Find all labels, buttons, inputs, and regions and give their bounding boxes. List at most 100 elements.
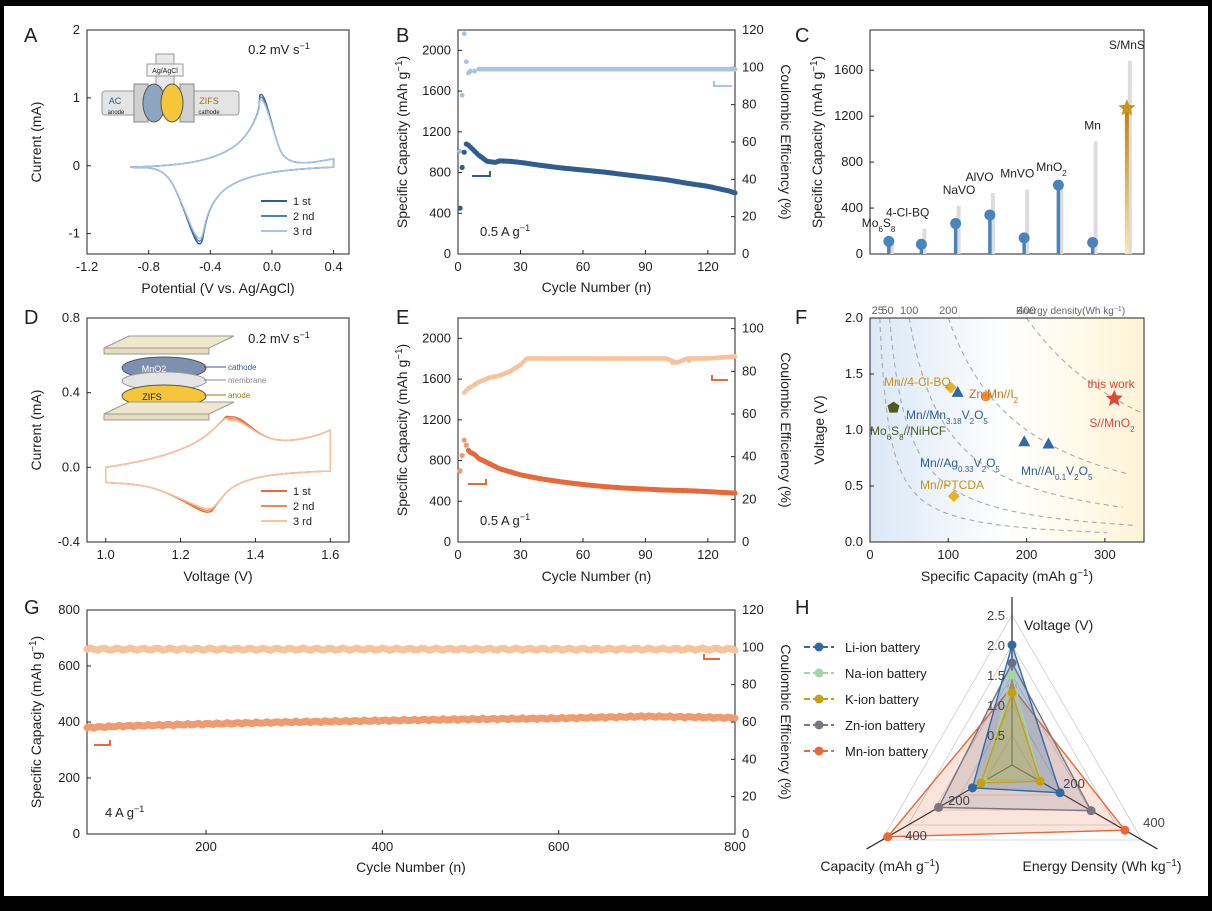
inset-label: cathode — [228, 363, 257, 372]
device-label: Mn//Al0.1V2O5 — [1021, 464, 1093, 482]
device-point — [1105, 389, 1123, 406]
radar-point — [1007, 640, 1017, 650]
y2-tick-label: 80 — [742, 97, 756, 112]
inset-label: anode — [108, 110, 125, 116]
y-tick-label: 2000 — [422, 42, 451, 57]
inset-label: AC — [109, 96, 122, 106]
y-tick-label: 1.5 — [845, 366, 863, 381]
y-tick-label: 600 — [58, 658, 80, 673]
y-tick-label: 800 — [429, 165, 451, 180]
energy-tick-label: 400 — [1017, 305, 1035, 317]
capacity-bar — [1124, 108, 1129, 254]
panel-letter: H — [795, 597, 809, 619]
radar-point — [1007, 688, 1017, 698]
y-tick-label: 400 — [58, 714, 80, 729]
ce-point — [457, 148, 463, 154]
y-tick-label: 400 — [841, 200, 863, 215]
x-tick-label: 1.2 — [172, 547, 190, 562]
y-axis-label: Current (mA) — [28, 102, 44, 183]
y-axis-label: Specific Capacity (mAh g−1) — [394, 344, 411, 516]
radar-point — [1055, 788, 1065, 798]
plate-bottom-edge — [103, 413, 210, 421]
x-tick-label: 200 — [195, 839, 217, 854]
energy-isoline — [889, 317, 1136, 527]
ce-axis-arrow — [711, 375, 728, 381]
y-axis-label: Specific Capacity (mAh g−1) — [394, 56, 411, 228]
energy-isoline — [908, 317, 1123, 508]
y-tick-label: 0 — [73, 826, 80, 841]
material-label: Mo6S8 — [862, 216, 896, 234]
legend-label: 1 st — [293, 486, 311, 498]
x-axis-label: Specific Capacity (mAh g−1) — [921, 568, 1093, 585]
y-axis-label: Specific Capacity (mAh g−1) — [28, 636, 45, 808]
y-axis-label: Current (mA) — [28, 390, 44, 471]
x-tick-label: 400 — [371, 839, 393, 854]
x-tick-label: 600 — [548, 839, 570, 854]
radar-point — [934, 802, 944, 812]
energy-tick-label: 25 — [872, 305, 884, 317]
ce-point — [472, 68, 478, 74]
y2-tick-label: 0 — [742, 246, 749, 261]
panel-letter: B — [396, 25, 409, 47]
x-tick-label: 300 — [1094, 547, 1116, 562]
legend-label: Mn-ion battery — [845, 744, 929, 759]
radar-grid — [881, 614, 1143, 841]
radar-series — [979, 690, 1042, 784]
y-tick-label: 0 — [856, 246, 863, 261]
y-tick-label: 1600 — [422, 371, 451, 386]
panel-letter: E — [396, 307, 409, 329]
ce-band — [83, 644, 739, 655]
energy-background — [870, 318, 1144, 542]
y-tick-label: 0.5 — [845, 478, 863, 493]
radar-point — [1120, 825, 1130, 835]
device-label: Mn//PTCDA — [920, 478, 984, 492]
capacity-point — [457, 205, 463, 211]
legend-label: Li-ion battery — [845, 640, 921, 655]
x-tick-label: 1.0 — [97, 547, 115, 562]
radar-series — [886, 685, 1127, 838]
x-tick-label: 60 — [576, 547, 590, 562]
radar-tick-label: 200 — [1063, 776, 1085, 791]
inset-label: Ag/AgCl — [152, 68, 178, 75]
capacity-point — [463, 442, 469, 448]
radar-tick-label: 400 — [1143, 815, 1165, 830]
y2-tick-label: 120 — [742, 602, 764, 617]
radar-grid — [933, 674, 1091, 811]
device-label: Mn//Mn3.18V2O5 — [906, 408, 988, 426]
material-label: S/MnS — [1109, 38, 1145, 52]
scan-rate-label: 0.2 mV s−1 — [248, 41, 310, 57]
legend-label: K-ion battery — [845, 692, 919, 707]
x-tick-label: 100 — [937, 547, 959, 562]
x-tick-label: 1.6 — [321, 547, 339, 562]
y-tick-label: 1600 — [422, 83, 451, 98]
y-tick-label: 800 — [841, 154, 863, 169]
x-tick-label: 800 — [724, 839, 746, 854]
energy-tick-label: 200 — [939, 305, 957, 317]
radar-tick-label: 200 — [948, 793, 970, 808]
x-axis-label: Voltage (V) — [183, 568, 252, 584]
legend-label: 2 nd — [293, 211, 314, 223]
y2-tick-label: 100 — [742, 639, 764, 654]
capacity-point — [732, 190, 738, 196]
capacity-marker — [1052, 179, 1064, 191]
panel-letter: F — [795, 307, 807, 329]
panel-e-frame — [457, 317, 736, 543]
y-tick-label: 0 — [444, 534, 451, 549]
y-tick-label: 800 — [58, 602, 80, 617]
y2-axis-label: Coulombic Efficiency (%) — [778, 644, 794, 799]
figure-svg: A -1.2 -0.8 -0.4 0.0 0.4 -1 0 1 2 Potential (V vs.… — [24, 22, 1182, 875]
radar-tick-label: 400 — [905, 828, 927, 843]
y-tick-label: 0.0 — [845, 534, 863, 549]
legend-marker — [814, 694, 824, 704]
reference-cap — [146, 63, 184, 77]
y-tick-label: 0.0 — [62, 459, 80, 474]
y-tick-label: 2000 — [422, 330, 451, 345]
legend-marker — [814, 642, 824, 652]
inset-label: ZIFS — [142, 392, 162, 402]
device-label: Mn//4-Cl-BQ — [884, 375, 951, 389]
stack-inset — [103, 335, 235, 421]
y-tick-label: 400 — [429, 205, 451, 220]
y-tick-label: 0 — [73, 158, 80, 173]
y-tick-label: 2.0 — [845, 310, 863, 325]
